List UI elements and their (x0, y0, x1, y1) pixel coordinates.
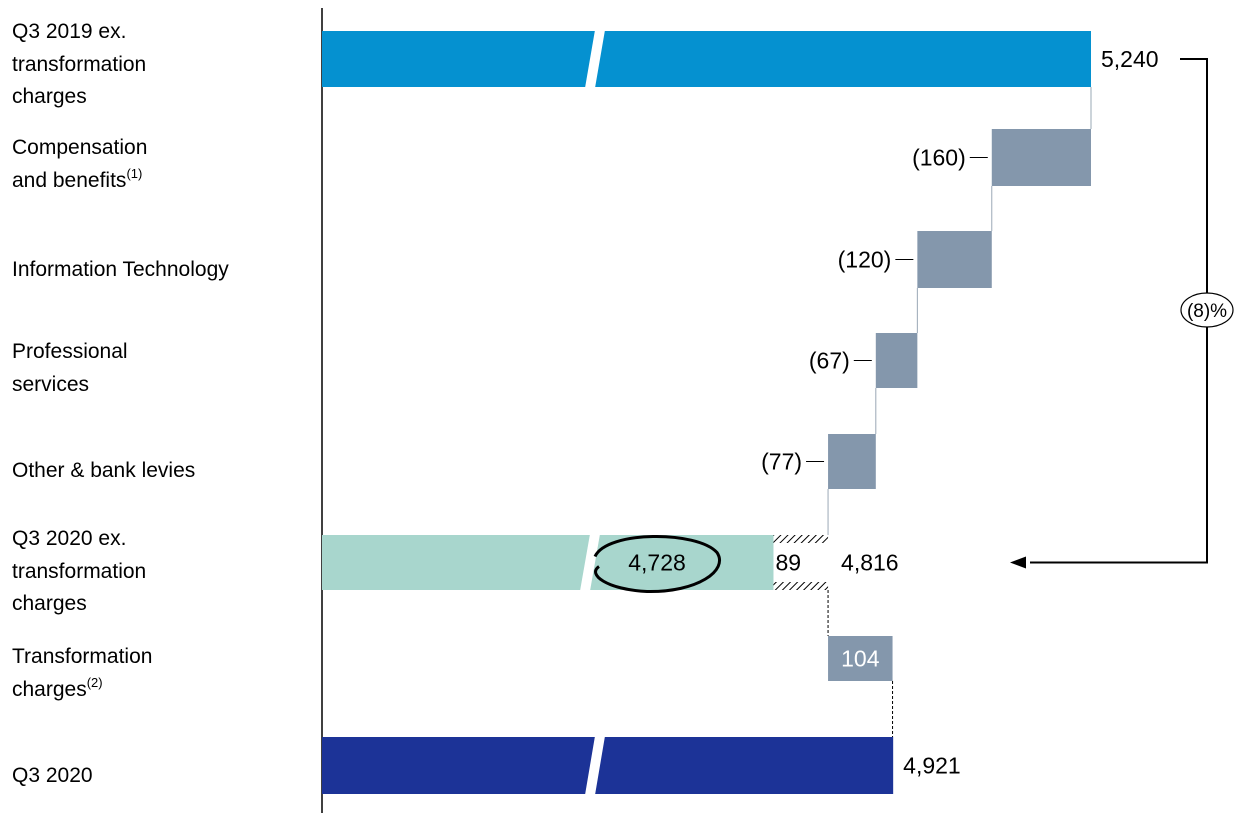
total-bar (322, 737, 894, 794)
category-label: Compensation and benefits(1) (12, 136, 147, 192)
bar-value-label: (120) (838, 247, 892, 273)
category-label-line: Q3 2020 (12, 764, 93, 787)
highlight-circle (593, 534, 721, 594)
category-label-line: services (12, 373, 89, 396)
total-bar (322, 31, 1091, 87)
category-label-line: charges(2) (12, 675, 103, 701)
category-label-line: Professional (12, 340, 128, 363)
bar-value-label: (67) (809, 348, 850, 374)
bar-value-label: (77) (761, 449, 802, 475)
segment-value-label: 4,728 (628, 550, 686, 576)
category-label-line: Q3 2019 ex. (12, 20, 126, 43)
category-label-line: Information Technology (12, 258, 229, 281)
total-bar (322, 535, 774, 590)
category-label: Information Technology (12, 258, 229, 281)
category-label: Q3 2019 ex. transformation charges (12, 20, 146, 108)
category-label-line: Compensation (12, 136, 147, 159)
bar-value-label: 4,816 (841, 550, 899, 576)
category-label: Q3 2020 (12, 764, 93, 787)
footnote-marker: (2) (87, 675, 103, 690)
bar-value-label: 5,240 (1101, 46, 1159, 72)
delta-bar (828, 636, 893, 681)
footnote-marker: (1) (126, 166, 142, 181)
hatched-segment (773, 582, 829, 590)
axis-break-mark (580, 534, 600, 591)
category-label: Other & bank levies (12, 459, 195, 482)
bar-value-label: 104 (841, 646, 880, 672)
category-label-line: Q3 2020 ex. (12, 527, 126, 550)
bar-value-label: (160) (912, 145, 966, 171)
category-label-line: transformation (12, 560, 146, 583)
change-label: (8)% (1187, 301, 1227, 322)
delta-bar (917, 231, 992, 288)
hatched-segment (773, 535, 829, 543)
delta-bar (991, 129, 1091, 186)
axis-break-mark (585, 736, 605, 795)
category-label-line: Other & bank levies (12, 459, 195, 482)
bar-value-label: 4,921 (903, 753, 961, 779)
arrow-head (1010, 556, 1026, 569)
axis-break-mark (585, 30, 605, 88)
category-label: Q3 2020 ex. transformation charges (12, 527, 146, 615)
category-label-line: charges (12, 592, 87, 615)
category-label-line: charges (12, 85, 87, 108)
delta-bar (828, 434, 876, 489)
category-label-line: and benefits(1) (12, 166, 142, 192)
category-label: Transformation charges(2) (12, 645, 152, 701)
change-badge (1180, 292, 1234, 328)
delta-bar (875, 333, 918, 388)
category-label-line: transformation (12, 53, 146, 76)
segment-value-label: 89 (775, 550, 801, 576)
category-label: Professional services (12, 340, 128, 396)
category-label-line: Transformation (12, 645, 152, 668)
